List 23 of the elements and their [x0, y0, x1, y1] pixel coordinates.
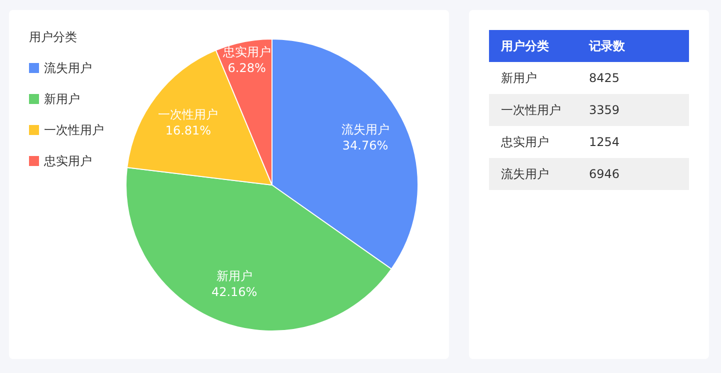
data-label: 6.28%: [228, 61, 266, 76]
slice-label: 新用户: [216, 269, 252, 284]
category-label: 新用户: [501, 71, 537, 85]
legend-label: 流失用户: [44, 61, 92, 75]
category-label: 流失用户: [501, 167, 549, 181]
slice-label: 流失用户: [341, 122, 390, 137]
data-label: 6946: [589, 167, 620, 181]
category-label: 一次性用户: [501, 103, 561, 117]
data-label: 1254: [589, 135, 620, 149]
data-label: 34.76%: [342, 138, 388, 153]
data-label: 3359: [589, 103, 620, 117]
data-label: 42.16%: [211, 285, 258, 300]
data-label: 16.81%: [165, 124, 212, 138]
legend-title: 用户分类: [29, 30, 77, 44]
legend-label: 一次性用户: [44, 123, 104, 137]
text: 记录数: [588, 39, 626, 53]
slice-label: 一次性用户: [158, 108, 218, 122]
slice-label: 忠实用户: [222, 45, 271, 60]
legend-label: 忠实用户: [43, 154, 92, 168]
category-label: 忠实用户: [500, 135, 549, 149]
legend-label: 新用户: [44, 92, 80, 106]
data-label: 8425: [589, 71, 620, 85]
text: 用户分类: [500, 39, 549, 53]
